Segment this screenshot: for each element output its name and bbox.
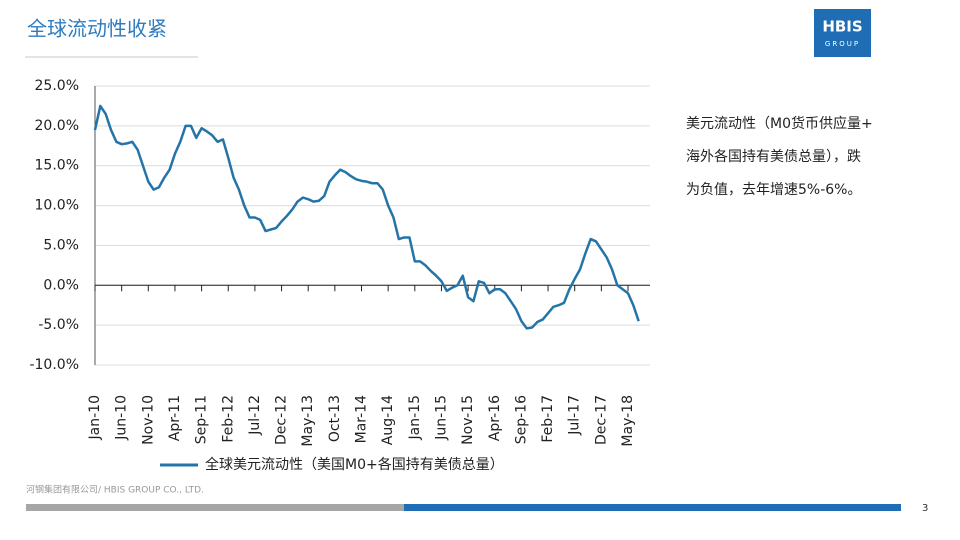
logo-name: HBIS [822, 18, 862, 36]
x-tick-label: Jul-12 [247, 395, 263, 436]
x-tick-label: Oct-13 [327, 395, 343, 442]
y-tick-label: 5.0% [43, 237, 79, 253]
x-tick-label: Aug-14 [380, 395, 396, 445]
legend-label: 全球美元流动性（美国M0+各国持有美债总量） [205, 456, 504, 473]
note-line: 美元流动性（M0货币供应量+ [686, 115, 873, 132]
note-line: 为负值，去年增速5%-6%。 [686, 182, 861, 198]
x-tick-label: Jul-17 [567, 395, 583, 436]
y-tick-label: -10.0% [29, 357, 79, 373]
y-tick-label: 20.0% [35, 118, 79, 134]
x-tick-label: Nov-10 [140, 395, 156, 445]
x-tick-label: Sep-11 [194, 395, 210, 444]
y-tick-label: 10.0% [35, 198, 79, 214]
note-line: 海外各国持有美债总量），跌 [686, 149, 861, 165]
logo-sub: GROUP [825, 40, 860, 48]
y-tick-label: 0.0% [43, 277, 79, 293]
y-tick-label: 15.0% [35, 158, 79, 174]
x-tick-label: Apr-11 [167, 395, 183, 441]
x-tick-label: Feb-17 [540, 395, 556, 443]
x-tick-label: Sep-16 [513, 395, 529, 444]
x-tick-label: May-18 [620, 395, 636, 447]
series-line [93, 104, 640, 330]
x-tick-label: Mar-14 [354, 395, 370, 443]
x-tick-label: Jan-15 [407, 395, 423, 440]
x-tick-label: Nov-15 [460, 395, 476, 445]
page-number: 3 [922, 503, 928, 514]
x-tick-label: Jun-10 [114, 395, 130, 441]
x-tick-label: Dec-17 [593, 395, 609, 445]
x-tick-label: Dec-12 [274, 395, 290, 445]
footer-bar-blue [404, 504, 901, 511]
footer-bar-gray [26, 504, 404, 511]
logo-box [814, 9, 871, 57]
x-tick-label: May-13 [300, 395, 316, 447]
footer: 河钢集团有限公司/ HBIS GROUP CO., LTD. [26, 484, 204, 496]
x-tick-label: Feb-12 [220, 395, 236, 443]
y-tick-label: 25.0% [35, 78, 79, 94]
x-tick-label: Jan-10 [87, 395, 103, 440]
chart: -10.0% -5.0% 0.0% 5.0% 10.0% 15.0% 20.0% 25.0% J… [29, 78, 650, 473]
slide-title: 全球流动性收紧 [27, 17, 167, 41]
x-tick-label: Jun-15 [433, 395, 449, 441]
x-tick-label: Apr-16 [487, 395, 503, 441]
y-tick-label: -5.0% [38, 317, 79, 333]
